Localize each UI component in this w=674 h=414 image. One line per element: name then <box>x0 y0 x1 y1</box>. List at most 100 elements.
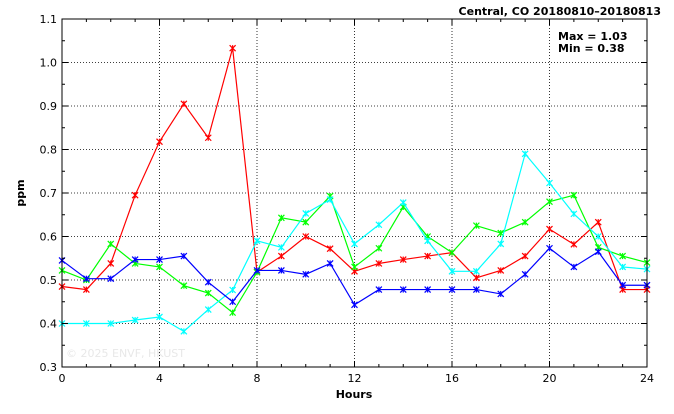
x-tick-label: 16 <box>445 372 459 385</box>
data-point <box>156 313 163 321</box>
series-2 <box>58 150 651 335</box>
data-point <box>180 100 188 108</box>
data-point <box>521 252 529 260</box>
x-tick-label: 0 <box>59 372 66 385</box>
data-point <box>326 245 334 253</box>
data-point <box>546 244 553 252</box>
data-point <box>131 256 139 263</box>
max-annotation: Max = 1.03 <box>558 30 627 43</box>
data-point <box>277 252 285 260</box>
data-point <box>521 150 529 158</box>
data-point <box>107 240 115 248</box>
series-0 <box>58 44 651 293</box>
y-tick-label: 0.6 <box>40 231 58 244</box>
y-axis-title: ppm <box>14 179 27 206</box>
data-point <box>253 237 261 245</box>
data-point <box>375 221 383 229</box>
data-point <box>131 316 139 324</box>
data-point <box>424 252 432 260</box>
tick-labels: 0 4 8 12 16 20 24 0.3 0.4 0.5 0.6 0.7 0.8 0.9 1.0 1.1 <box>40 13 655 385</box>
data-point <box>570 191 578 199</box>
data-point <box>497 267 505 274</box>
y-tick-label: 0.3 <box>40 361 58 374</box>
data-point <box>82 275 90 283</box>
data-point <box>399 256 407 263</box>
y-tick-label: 0.7 <box>40 187 58 200</box>
data-point <box>302 210 310 217</box>
data-point <box>277 214 285 222</box>
data-point <box>351 301 358 309</box>
data-point <box>82 286 90 293</box>
data-point <box>229 309 237 317</box>
data-point <box>424 237 432 245</box>
series-group <box>58 44 651 335</box>
data-point <box>229 286 237 294</box>
data-point <box>521 218 529 226</box>
data-point <box>180 327 188 335</box>
data-point <box>546 225 553 233</box>
data-point <box>253 267 261 274</box>
series-3 <box>58 244 651 309</box>
data-point <box>472 274 480 282</box>
data-point <box>472 286 480 293</box>
data-point <box>82 320 90 327</box>
data-point <box>472 222 480 230</box>
watermark: © 2025 ENVF, HKUST <box>66 347 185 360</box>
data-point <box>594 248 602 256</box>
data-point <box>619 263 627 271</box>
data-point <box>204 289 212 297</box>
y-tick-label: 1.1 <box>40 13 58 26</box>
x-axis-title: Hours <box>336 388 373 401</box>
chart-title: Central, CO 20180810–20180813 <box>459 5 661 18</box>
data-point <box>204 306 212 314</box>
data-point <box>180 282 188 290</box>
data-point <box>351 263 358 271</box>
data-point <box>399 199 407 206</box>
x-tick-label: 8 <box>254 372 261 385</box>
data-point <box>302 218 310 226</box>
data-point <box>619 252 627 260</box>
data-point <box>497 290 505 298</box>
data-point <box>546 198 553 206</box>
data-point <box>521 270 529 278</box>
data-point <box>570 210 578 218</box>
data-point <box>619 281 627 289</box>
y-tick-label: 0.8 <box>40 144 58 157</box>
data-point <box>302 270 310 278</box>
data-point <box>448 286 456 293</box>
data-point <box>229 44 237 52</box>
gridlines <box>62 19 647 367</box>
data-point <box>156 138 163 146</box>
y-tick-label: 1.0 <box>40 57 58 70</box>
data-point <box>326 196 334 203</box>
data-point <box>594 218 602 226</box>
x-tick-label: 4 <box>156 372 163 385</box>
data-point <box>424 286 432 293</box>
data-point <box>497 240 505 248</box>
data-point <box>326 260 334 267</box>
data-point <box>448 249 456 257</box>
y-tick-label: 0.9 <box>40 100 58 113</box>
data-point <box>375 286 383 293</box>
data-point <box>131 191 139 199</box>
data-point <box>546 179 553 187</box>
y-tick-label: 0.5 <box>40 274 58 287</box>
series-1 <box>58 191 651 317</box>
data-point <box>107 260 115 267</box>
data-point <box>375 260 383 267</box>
y-tick-label: 0.4 <box>40 318 58 331</box>
data-point <box>375 244 383 252</box>
data-point <box>229 298 237 306</box>
data-point <box>472 267 480 275</box>
data-point <box>204 134 212 142</box>
min-annotation: Min = 0.38 <box>558 42 625 55</box>
data-point <box>277 267 285 274</box>
data-point <box>570 240 578 248</box>
x-tick-label: 20 <box>543 372 557 385</box>
data-point <box>156 263 163 271</box>
data-point <box>204 278 212 286</box>
data-point <box>180 252 188 260</box>
data-point <box>277 243 285 251</box>
